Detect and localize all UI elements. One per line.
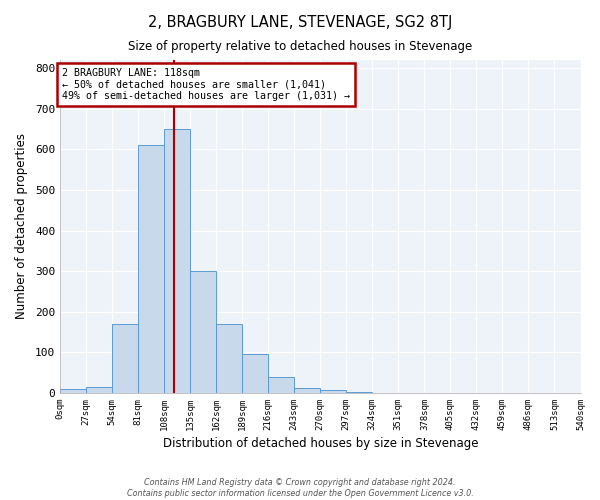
Y-axis label: Number of detached properties: Number of detached properties [15,134,28,320]
Bar [60,389,86,393]
Text: Contains HM Land Registry data © Crown copyright and database right 2024.
Contai: Contains HM Land Registry data © Crown c… [127,478,473,498]
Text: 2, BRAGBURY LANE, STEVENAGE, SG2 8TJ: 2, BRAGBURY LANE, STEVENAGE, SG2 8TJ [148,15,452,30]
Bar [320,390,346,393]
Bar [242,354,268,393]
Bar [112,324,138,393]
Bar [190,271,216,393]
Bar [86,387,112,393]
Bar [138,146,164,393]
Bar [164,129,190,393]
X-axis label: Distribution of detached houses by size in Stevenage: Distribution of detached houses by size … [163,437,478,450]
Bar [216,324,242,393]
Bar [294,388,320,393]
Bar [268,376,294,393]
Bar [346,392,373,393]
Text: 2 BRAGBURY LANE: 118sqm
← 50% of detached houses are smaller (1,041)
49% of semi: 2 BRAGBURY LANE: 118sqm ← 50% of detache… [62,68,350,102]
Text: Size of property relative to detached houses in Stevenage: Size of property relative to detached ho… [128,40,472,53]
